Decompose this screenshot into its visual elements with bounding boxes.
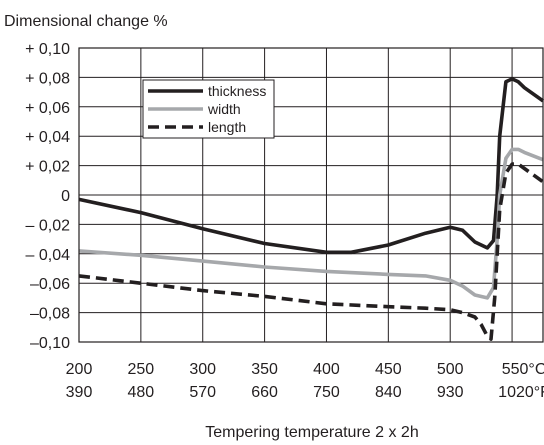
x-tick-label-fahrenheit: 660: [251, 384, 278, 401]
x-tick-label-fahrenheit: 750: [313, 384, 340, 401]
data-series: [78, 77, 544, 341]
x-tick-label-celsius: 450: [375, 361, 402, 378]
series-line-width: [78, 147, 544, 300]
legend-label-thickness: thickness: [208, 83, 266, 99]
plot-frame: [78, 47, 544, 343]
x-tick-label-fahrenheit: 1020°F: [498, 384, 544, 401]
y-tick-label: –0,08: [30, 306, 70, 323]
x-tick-label-fahrenheit: 390: [66, 384, 93, 401]
x-tick-label-fahrenheit: 930: [437, 384, 464, 401]
x-tick-label-celsius: 350: [251, 361, 278, 378]
y-tick-labels: + 0,10 + 0,08 + 0,06 + 0,04 + 0,02 0 – 0,02 – 0…: [25, 41, 70, 352]
y-tick-label: + 0,02: [25, 159, 70, 176]
x-tick-labels: 200 390 250 480 300 570 350 660 400 750 450 840 500 9…: [66, 361, 544, 401]
legend-label-width: width: [207, 101, 241, 117]
x-tick-label-celsius: 550°C: [502, 361, 544, 378]
x-tick-label-celsius: 200: [66, 361, 93, 378]
y-tick-label: 0: [61, 188, 70, 205]
y-axis-title: Dimensional change %: [4, 13, 168, 30]
y-tick-label: –0,06: [30, 276, 70, 293]
x-tick-label-celsius: 400: [313, 361, 340, 378]
x-tick-label-celsius: 250: [128, 361, 155, 378]
y-tick-label: – 0,04: [26, 247, 71, 264]
y-tick-label: –0,10: [30, 335, 70, 352]
x-tick-label-celsius: 300: [189, 361, 216, 378]
y-tick-label: + 0,08: [25, 70, 70, 87]
legend: thickness width length: [142, 79, 275, 139]
x-tick-label-fahrenheit: 570: [189, 384, 216, 401]
x-tick-label-fahrenheit: 480: [128, 384, 155, 401]
y-tick-label: + 0,04: [25, 129, 70, 146]
x-tick-label-celsius: 500: [437, 361, 464, 378]
series-line-thickness: [78, 77, 544, 255]
y-tick-label: + 0,06: [25, 100, 70, 117]
y-tick-label: + 0,10: [25, 41, 70, 58]
series-line-length: [78, 162, 544, 341]
legend-label-length: length: [208, 119, 246, 135]
x-axis-title: Tempering temperature 2 x 2h: [205, 424, 418, 441]
y-tick-label: – 0,02: [26, 217, 71, 234]
x-tick-label-fahrenheit: 840: [375, 384, 402, 401]
